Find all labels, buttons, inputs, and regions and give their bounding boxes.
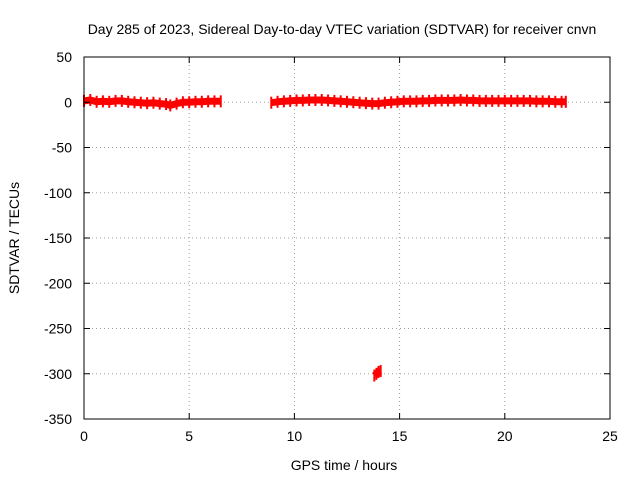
y-tick-label: -100 xyxy=(44,185,72,201)
y-tick-label: -50 xyxy=(52,140,72,156)
x-tick-label: 10 xyxy=(287,428,303,444)
y-tick-label: -350 xyxy=(44,411,72,427)
data-series xyxy=(83,93,567,382)
chart-title: Day 285 of 2023, Sidereal Day-to-day VTE… xyxy=(88,21,597,37)
x-tick-label: 5 xyxy=(185,428,193,444)
x-axis-label: GPS time / hours xyxy=(291,457,398,473)
x-tick-label: 20 xyxy=(497,428,513,444)
y-tick-label: -150 xyxy=(44,230,72,246)
series-band xyxy=(270,96,566,108)
y-tick-label: 0 xyxy=(64,94,72,110)
x-tick-label: 25 xyxy=(602,428,618,444)
y-tick-label: -250 xyxy=(44,321,72,337)
axis-ticks: 50 0 -50 -100 -150 -200 -250 -300 -350 0 5 10 15 20 25 xyxy=(44,49,618,444)
y-axis-label: SDTVAR / TECUs xyxy=(6,182,22,294)
y-tick-label: -300 xyxy=(44,366,72,382)
x-tick-label: 15 xyxy=(392,428,408,444)
y-tick-label: 50 xyxy=(56,49,72,65)
x-tick-label: 0 xyxy=(80,428,88,444)
y-tick-label: -200 xyxy=(44,275,72,291)
series-band xyxy=(83,96,221,109)
plot-frame xyxy=(83,56,611,420)
series-band xyxy=(372,367,383,379)
grid xyxy=(84,57,610,419)
